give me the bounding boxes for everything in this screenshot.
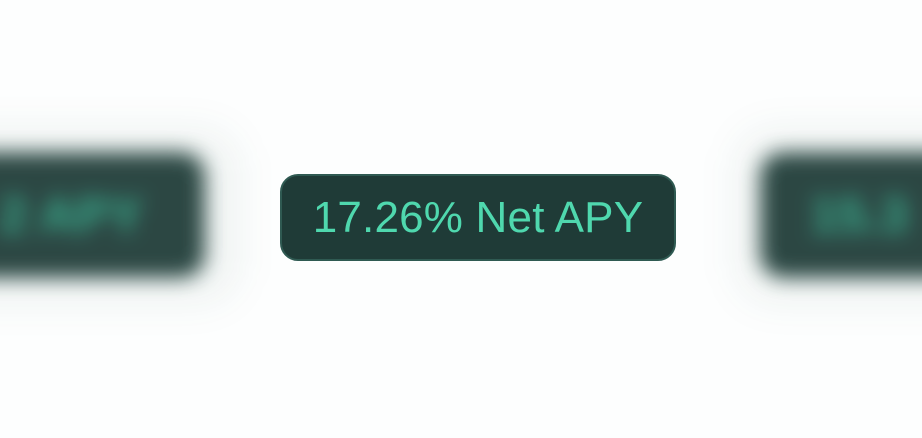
next-apy-pill[interactable]: 15.3 [760, 152, 922, 278]
current-apy-pill: 17.26% Net APY [280, 174, 676, 261]
previous-apy-pill[interactable]: 2 APY [0, 152, 205, 278]
